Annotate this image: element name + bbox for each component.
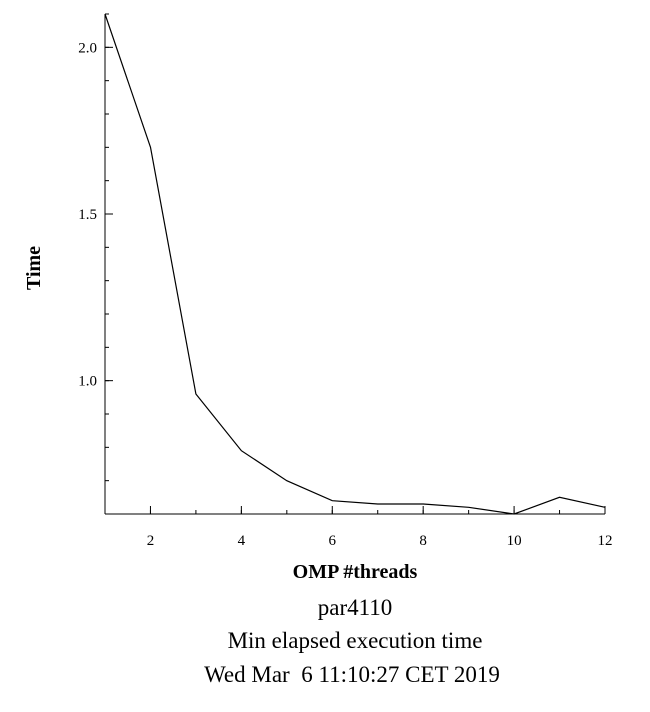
x-tick-label: 6	[329, 533, 337, 549]
x-tick-label: 2	[147, 533, 155, 549]
caption-timestamp: Wed Mar 6 11:10:27 CET 2019	[204, 662, 500, 687]
x-tick-label: 8	[419, 533, 427, 549]
x-tick-label: 4	[238, 533, 246, 549]
x-tick-label: 10	[507, 533, 522, 549]
y-axis-title: Time	[23, 246, 45, 290]
x-ticks: 2 4 6 8 10 12	[104, 506, 613, 549]
x-tick-label: 12	[598, 533, 613, 549]
y-tick-label: 2.0	[78, 40, 97, 56]
axes	[104, 14, 605, 515]
series-line	[104, 13, 606, 515]
caption-host: par4110	[318, 595, 393, 620]
y-tick-label: 1.0	[78, 374, 97, 390]
x-axis-title: OMP #threads	[293, 561, 418, 583]
y-ticks: 1.0 1.5 2.0	[78, 13, 113, 515]
caption-subtitle: Min elapsed execution time	[228, 628, 483, 653]
y-tick-label: 1.5	[78, 207, 97, 223]
